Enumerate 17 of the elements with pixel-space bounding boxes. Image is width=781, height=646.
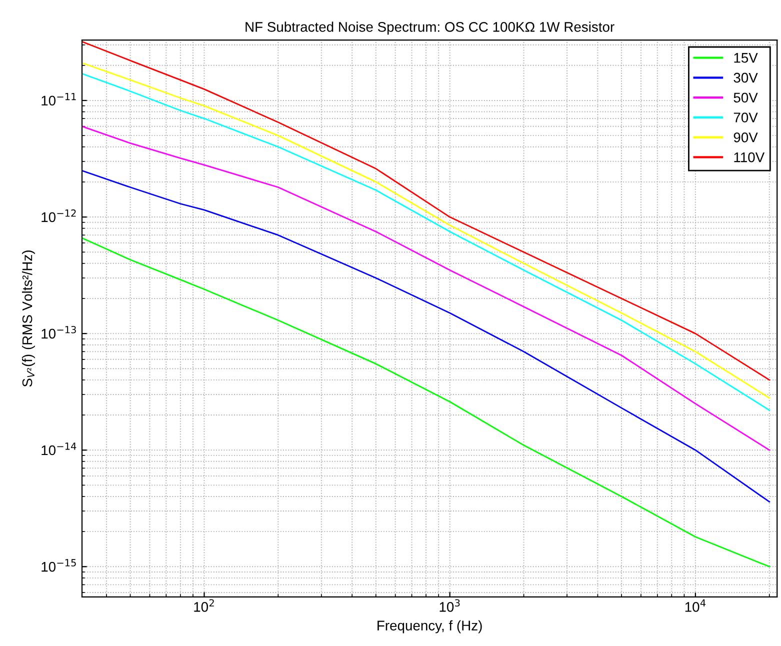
y-tick-label: 10$^{−11}$ (42, 93, 76, 106)
x-tick-label: 10$^{4}$ (685, 599, 706, 612)
legend-label: 90V (734, 132, 758, 142)
legend-label: 70V (734, 112, 758, 122)
y-tick-label: 10$^{−13}$ (42, 326, 76, 339)
y-tick-label: 10$^{−14}$ (42, 442, 76, 456)
legend-label: 110V (734, 152, 765, 162)
chart-title: NF Subtracted Noise Spectrum: OS CC 100KΩ 1W Resistor (246, 22, 614, 35)
y-axis-title: S$_{V²}$(f) (RMS Volts²/Hz) (22, 250, 35, 387)
legend-label: 30V (734, 72, 758, 83)
y-tick-label: 10$^{−15}$ (42, 559, 76, 572)
x-tick-label: 10$^{2}$ (194, 599, 214, 612)
y-tick-label: 10$^{−12}$ (42, 209, 76, 222)
legend-label: 15V (734, 53, 758, 63)
x-axis-title: Frequency, f (Hz) (378, 620, 482, 634)
legend-label: 50V (734, 92, 758, 103)
x-tick-label: 10$^{3}$ (440, 599, 460, 612)
